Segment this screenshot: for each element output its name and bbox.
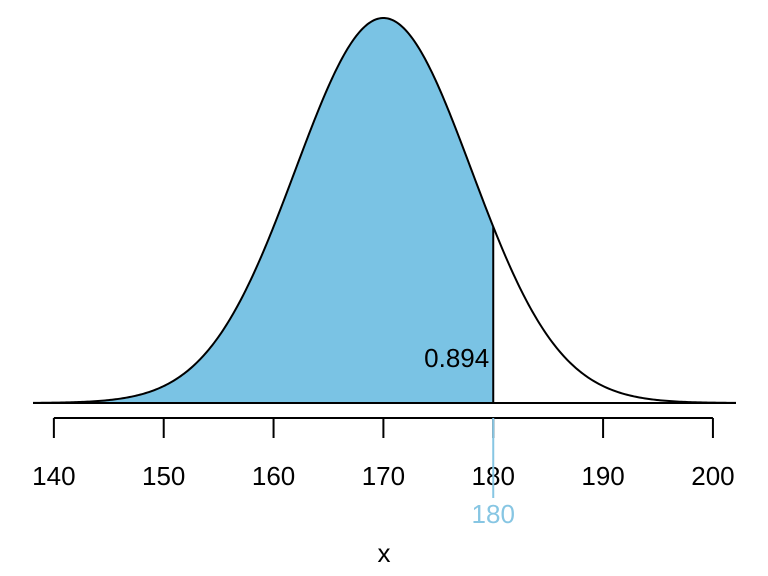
area-label: 0.894 [424,343,489,373]
x-tick-label: 200 [691,461,734,491]
x-tick-label: 160 [252,461,295,491]
x-tick-label: 140 [32,461,75,491]
density-curve [32,17,737,404]
x-tick-label: 150 [142,461,185,491]
x-tick-label: 170 [362,461,405,491]
x-tick-label: 190 [581,461,624,491]
shaded-area [33,18,494,403]
x-axis-label: x [378,538,391,568]
cutoff-label: 180 [472,499,515,529]
